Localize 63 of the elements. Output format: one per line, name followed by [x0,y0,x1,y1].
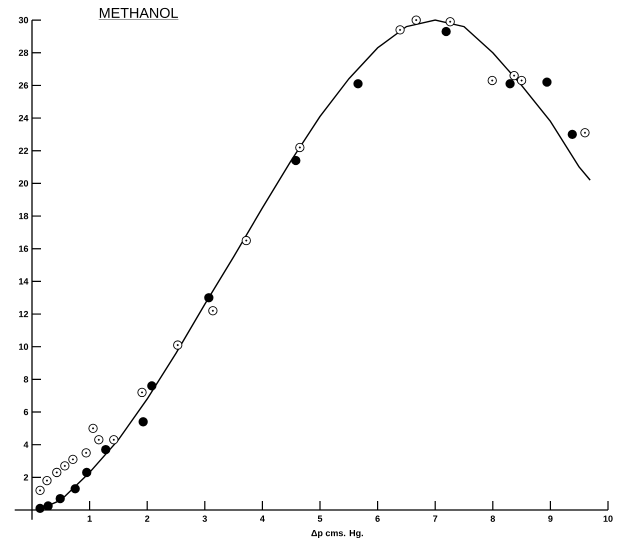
point [291,156,300,166]
point [242,236,251,246]
point [88,424,98,433]
point [204,293,214,302]
point [82,448,91,458]
y-tick-label: 16 [19,246,28,252]
point [52,468,62,478]
point [82,468,92,478]
point [505,79,515,88]
x-tick-label: 10 [604,516,613,522]
point [137,388,147,398]
x-tick-label: 7 [433,516,438,522]
point [353,79,363,88]
point [295,142,304,152]
y-tick-label: 18 [19,212,28,220]
point [68,454,78,464]
point [173,340,182,350]
y-tick-label: 12 [19,310,28,318]
x-tick-label: 9 [548,516,553,522]
y-tick-label: 26 [18,82,28,89]
point [488,76,497,86]
point [60,461,70,471]
point [35,486,45,496]
point [412,15,421,25]
x-tick-label: 5 [318,516,322,522]
point [568,130,577,140]
point [147,381,156,391]
point [395,25,405,35]
y-tick-label: 28 [18,50,28,56]
point [580,128,590,138]
point [42,476,52,486]
y-tick-label: 24 [18,114,28,122]
y-tick-label: 14 [19,278,28,284]
y-tick-label: 2 [24,474,28,480]
point [446,17,455,26]
point [56,494,65,504]
point [442,26,451,36]
y-tick-label: 10 [19,344,28,350]
point [542,78,552,87]
x-tick-label: 6 [375,516,380,522]
y-tick-label: 6 [24,408,28,416]
y-tick-label: 20 [18,180,28,187]
x-tick-label: 3 [202,516,207,522]
point [94,435,104,444]
x-tick-label: 1 [88,516,92,522]
point [509,70,519,80]
chart-title: METHANOL [100,8,178,18]
y-tick-label: 30 [18,16,28,24]
point [138,417,148,426]
point [208,306,218,316]
point [43,501,53,511]
point [516,76,526,86]
y-tick-label: 22 [18,148,28,154]
x-tick-label: 2 [145,516,150,522]
point [70,484,80,494]
x-axis-title: Δp cms. Hg. [311,530,363,538]
y-tick-label: 4 [24,442,28,448]
point [35,504,45,513]
x-tick-label: 8 [490,516,496,522]
x-tick-label: 4 [260,516,265,522]
point [109,435,118,444]
y-tick-label: 8 [24,376,28,383]
point [101,444,110,454]
